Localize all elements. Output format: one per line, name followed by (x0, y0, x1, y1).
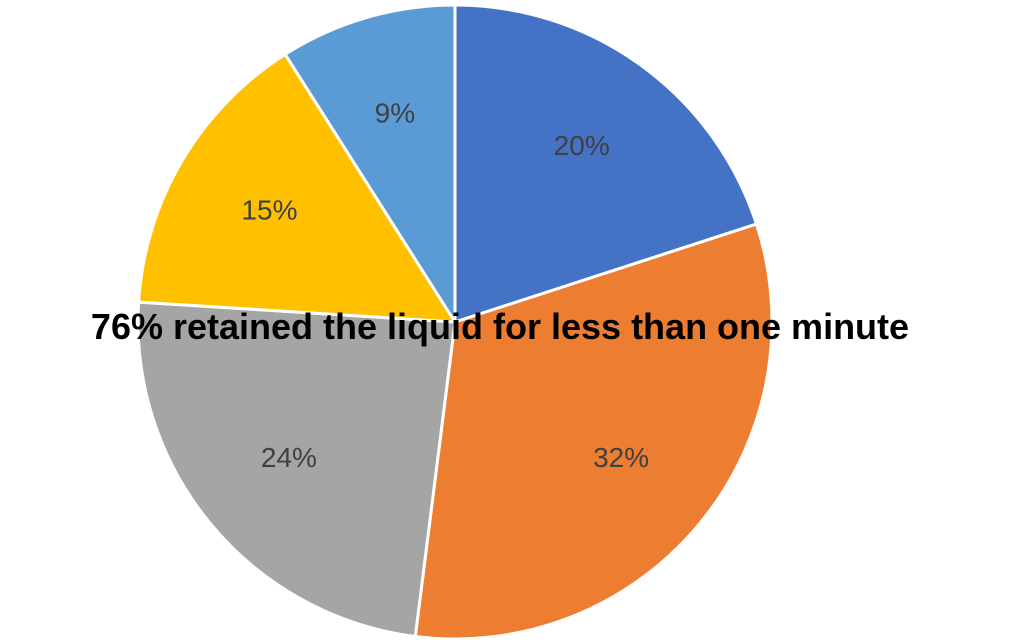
pie-slice-0 (453, 3, 759, 325)
pie-data-label-4: 9% (375, 97, 415, 128)
pie-data-label-2: 24% (261, 442, 317, 473)
pie-slice-1 (413, 222, 774, 640)
pie-data-label-0: 20% (554, 130, 610, 161)
pie-slices (136, 3, 774, 640)
pie-data-label-1: 32% (593, 442, 649, 473)
pie-slice-4 (283, 3, 457, 328)
pie-data-label-3: 15% (241, 195, 297, 226)
chart-annotation: 76% retained the liquid for less than on… (90, 306, 910, 347)
pie-slice-3 (137, 52, 458, 324)
pie-data-labels: 20% 32% 24% 15% 9% (241, 97, 649, 472)
pie-slice-2 (136, 300, 457, 639)
